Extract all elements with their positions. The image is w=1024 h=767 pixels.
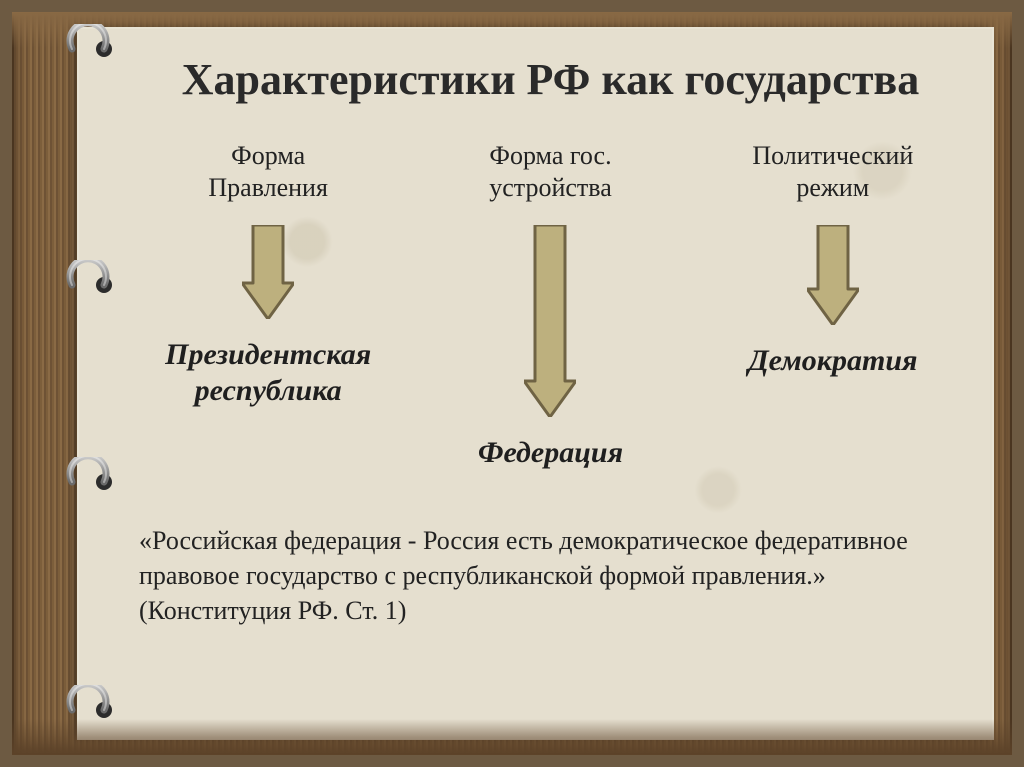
- down-arrow-icon: [807, 225, 859, 325]
- column-result: Президентскаяреспублика: [165, 337, 371, 409]
- slide-paper: Характеристики РФ как государства ФормаП…: [77, 27, 994, 740]
- column-heading: ФормаПравления: [208, 140, 328, 205]
- column-heading: Политическийрежим: [752, 140, 913, 205]
- slide-frame: Характеристики РФ как государства ФормаП…: [12, 12, 1012, 755]
- column-1: Форма гос.устройства Федерация: [421, 140, 679, 471]
- column-result: Федерация: [478, 435, 623, 471]
- column-0: ФормаПравления Президентскаяреспублика: [139, 140, 397, 471]
- column-result: Демократия: [748, 343, 917, 379]
- down-arrow-icon: [242, 225, 294, 319]
- down-arrow-icon: [524, 225, 576, 417]
- column-2: Политическийрежим Демократия: [704, 140, 962, 471]
- slide-title: Характеристики РФ как государства: [139, 55, 962, 106]
- constitution-quote: «Российская федерация - Россия есть демо…: [139, 523, 962, 628]
- columns-container: ФормаПравления ПрезидентскаяреспубликаФо…: [139, 140, 962, 471]
- column-heading: Форма гос.устройства: [489, 140, 612, 205]
